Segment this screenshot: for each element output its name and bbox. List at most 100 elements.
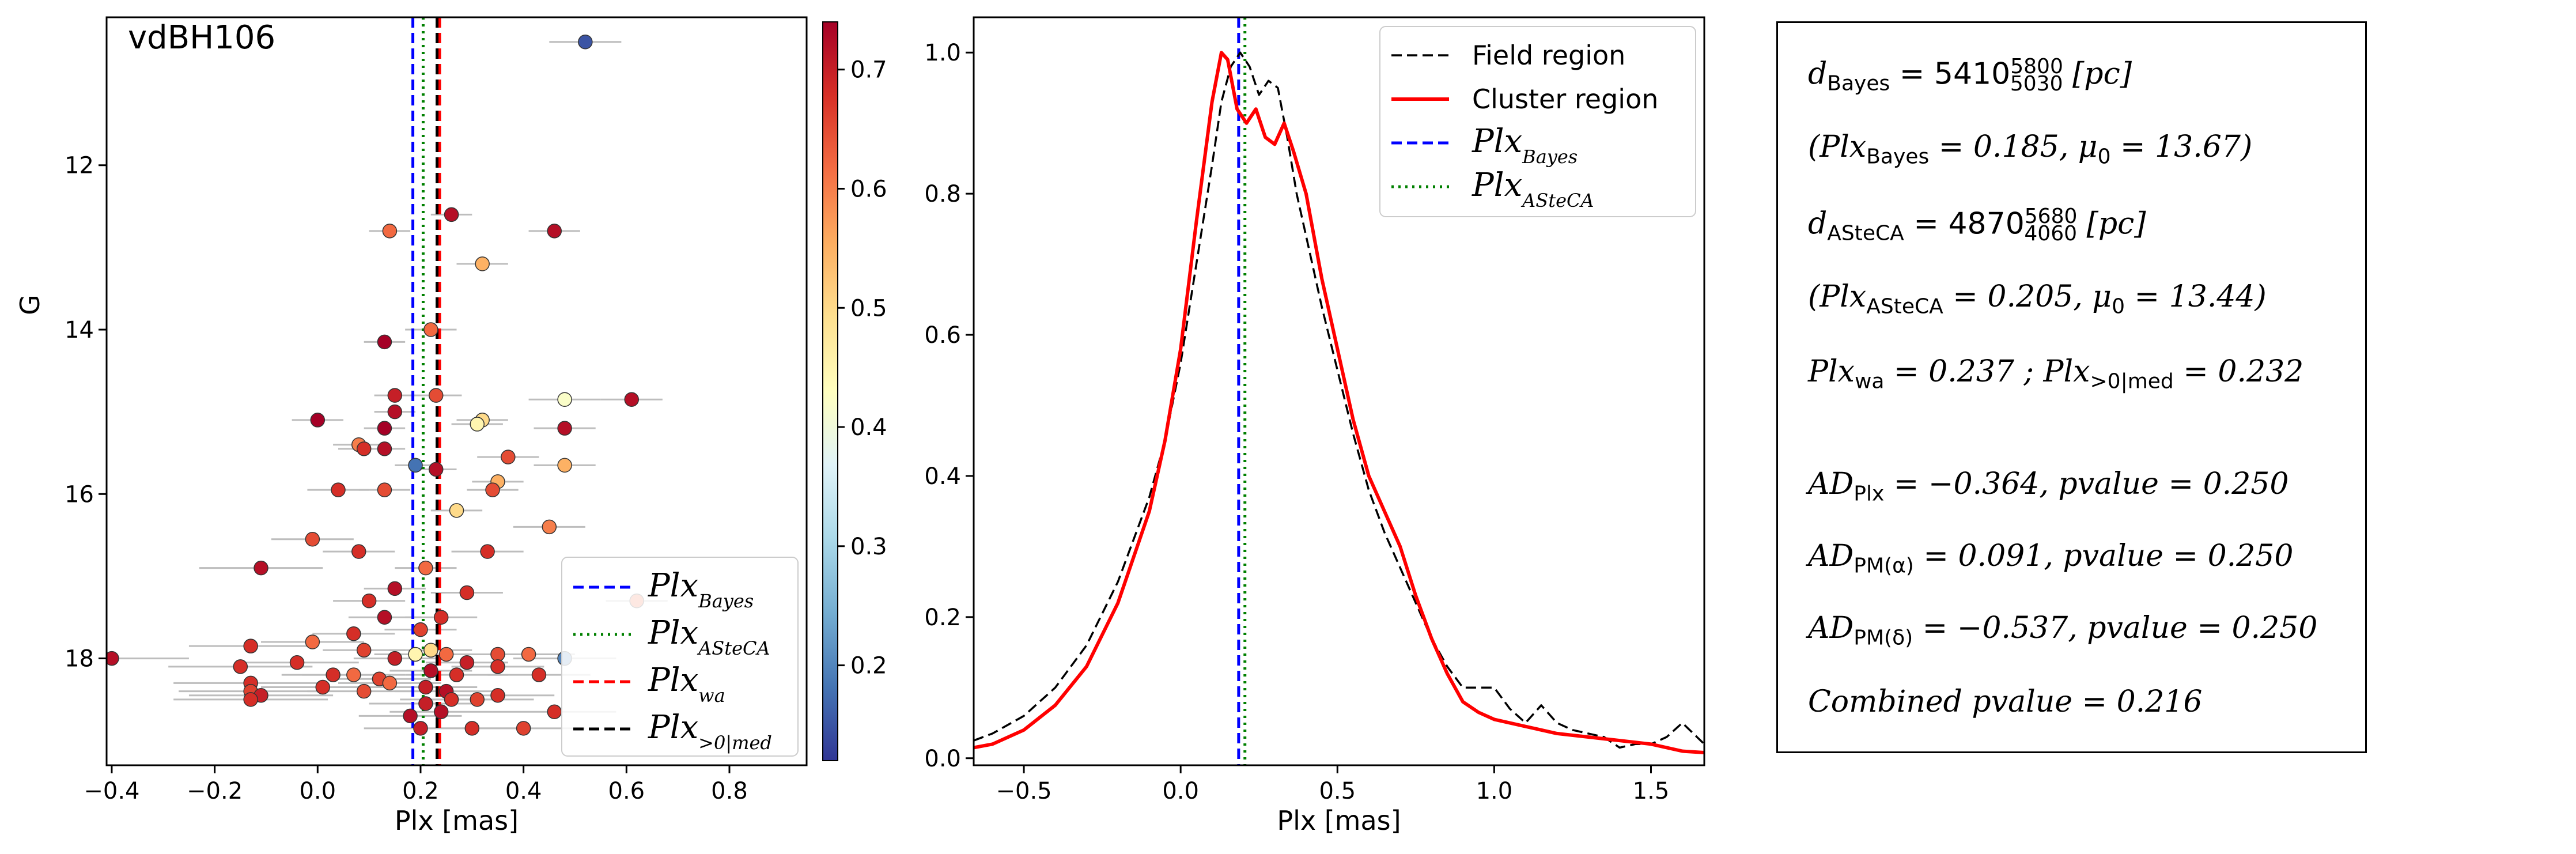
data-point — [449, 503, 464, 518]
y-tick-label: 0.8 — [924, 181, 961, 207]
data-point — [475, 256, 490, 271]
data-point — [346, 667, 361, 682]
data-point — [310, 413, 326, 428]
data-point — [490, 659, 505, 674]
scatter-panel: −0.4 −0.2 0.0 0.2 0.4 0.6 0.8 12 14 16 18 Plx [mas]… — [14, 16, 808, 836]
x-axis-label: Plx [mas] — [395, 805, 519, 836]
x-tick-label: 1.0 — [1476, 778, 1513, 804]
data-point — [542, 519, 557, 535]
data-point — [305, 634, 320, 649]
data-point — [243, 692, 258, 707]
data-point — [377, 610, 392, 625]
data-point — [433, 704, 449, 720]
data-point — [444, 692, 459, 707]
data-point — [501, 449, 516, 464]
data-point — [485, 482, 500, 497]
x-tick-label: 0.5 — [1319, 778, 1356, 804]
data-point — [361, 593, 377, 609]
x-tick-label: 0.0 — [299, 778, 336, 804]
data-point — [377, 482, 392, 497]
data-point — [254, 560, 268, 576]
data-point — [423, 643, 438, 658]
cluster-name: vdBH106 — [128, 19, 275, 56]
colorbar-tick-label: 0.7 — [850, 57, 887, 84]
data-point — [429, 388, 444, 403]
data-point — [315, 679, 330, 695]
data-point — [557, 421, 572, 436]
data-point — [418, 679, 433, 695]
data-point — [233, 659, 248, 674]
data-point — [418, 560, 433, 576]
y-tick-label: 14 — [65, 317, 94, 343]
data-point — [326, 667, 341, 682]
data-point — [377, 421, 392, 436]
x-tick-label: 1.5 — [1633, 778, 1670, 804]
data-point — [490, 688, 505, 703]
x-axis-label: Plx [mas] — [1277, 805, 1401, 836]
colorbar-gradient — [822, 21, 838, 761]
y-axis-label: G — [14, 294, 46, 315]
data-point — [377, 334, 392, 350]
x-tick-label: −0.2 — [187, 778, 243, 804]
info-line: Plxwa = 0.237 ; Plx>0|med = 0.232 — [1808, 354, 2304, 394]
data-point — [531, 667, 547, 682]
data-point — [547, 224, 562, 239]
data-point — [438, 647, 454, 662]
colorbar-tick-label: 0.4 — [850, 414, 887, 441]
data-point — [305, 531, 320, 547]
data-point — [289, 655, 305, 670]
info-line: dASteCA = 487056804060 [pc] — [1808, 205, 2146, 245]
x-tick-label: −0.4 — [84, 778, 139, 804]
data-point — [470, 692, 485, 707]
plot-frame — [973, 16, 1705, 766]
data-point — [346, 626, 361, 641]
plot-frame — [105, 16, 808, 766]
info-line: ADPlx = −0.364, pvalue = 0.250 — [1808, 467, 2289, 506]
info-line: (PlxASteCA = 0.205, μ0 = 13.44) — [1808, 279, 2267, 319]
data-point — [377, 441, 392, 456]
data-point — [356, 643, 372, 658]
data-point — [387, 404, 403, 420]
data-point — [521, 647, 536, 662]
colorbar: 0.2 0.3 0.4 0.5 0.6 0.7 — [822, 21, 887, 761]
data-point — [444, 207, 459, 222]
info-line: ADPM(δ) = −0.537, pvalue = 0.250 — [1808, 611, 2318, 650]
data-point — [459, 655, 475, 670]
y-tick-label: 0.0 — [924, 746, 961, 772]
data-point — [480, 544, 495, 559]
data-point — [624, 392, 639, 407]
x-tick-label: 0.2 — [402, 778, 439, 804]
info-panel: dBayes = 541058005030 [pc] (PlxBayes = 0.… — [1776, 21, 2367, 753]
data-point — [423, 322, 438, 337]
info-line: (PlxBayes = 0.185, μ0 = 13.67) — [1808, 130, 2253, 169]
data-point — [413, 622, 428, 637]
legend-entry: Plx>0|med — [648, 709, 772, 754]
data-point — [470, 417, 485, 432]
data-point — [413, 721, 428, 736]
info-line: dBayes = 541058005030 [pc] — [1808, 55, 2132, 96]
info-line: ADPM(α) = 0.091, pvalue = 0.250 — [1808, 539, 2294, 578]
data-point — [107, 651, 119, 666]
y-tick-label: 12 — [65, 153, 94, 179]
data-point — [408, 458, 423, 473]
legend-box — [1379, 26, 1696, 217]
data-point — [433, 610, 449, 625]
data-point — [423, 663, 438, 678]
legend-entry: PlxBayes — [648, 567, 754, 612]
data-point — [418, 696, 433, 711]
legend-entry: PlxBayes — [1472, 123, 1578, 168]
data-point — [387, 388, 403, 403]
legend-entry: PlxASteCA — [648, 614, 770, 659]
y-tick-label: 16 — [65, 481, 94, 508]
data-point — [403, 708, 418, 724]
x-tick-label: 0.6 — [608, 778, 645, 804]
colorbar-tick-label: 0.5 — [850, 295, 887, 322]
data-point — [387, 651, 403, 666]
legend-entry: Cluster region — [1472, 84, 1658, 115]
data-point — [557, 458, 572, 473]
data-point — [459, 585, 475, 600]
data-point — [464, 721, 480, 736]
data-point — [331, 482, 346, 497]
data-point — [547, 704, 562, 720]
info-line: Combined pvalue = 0.216 — [1808, 685, 2203, 719]
